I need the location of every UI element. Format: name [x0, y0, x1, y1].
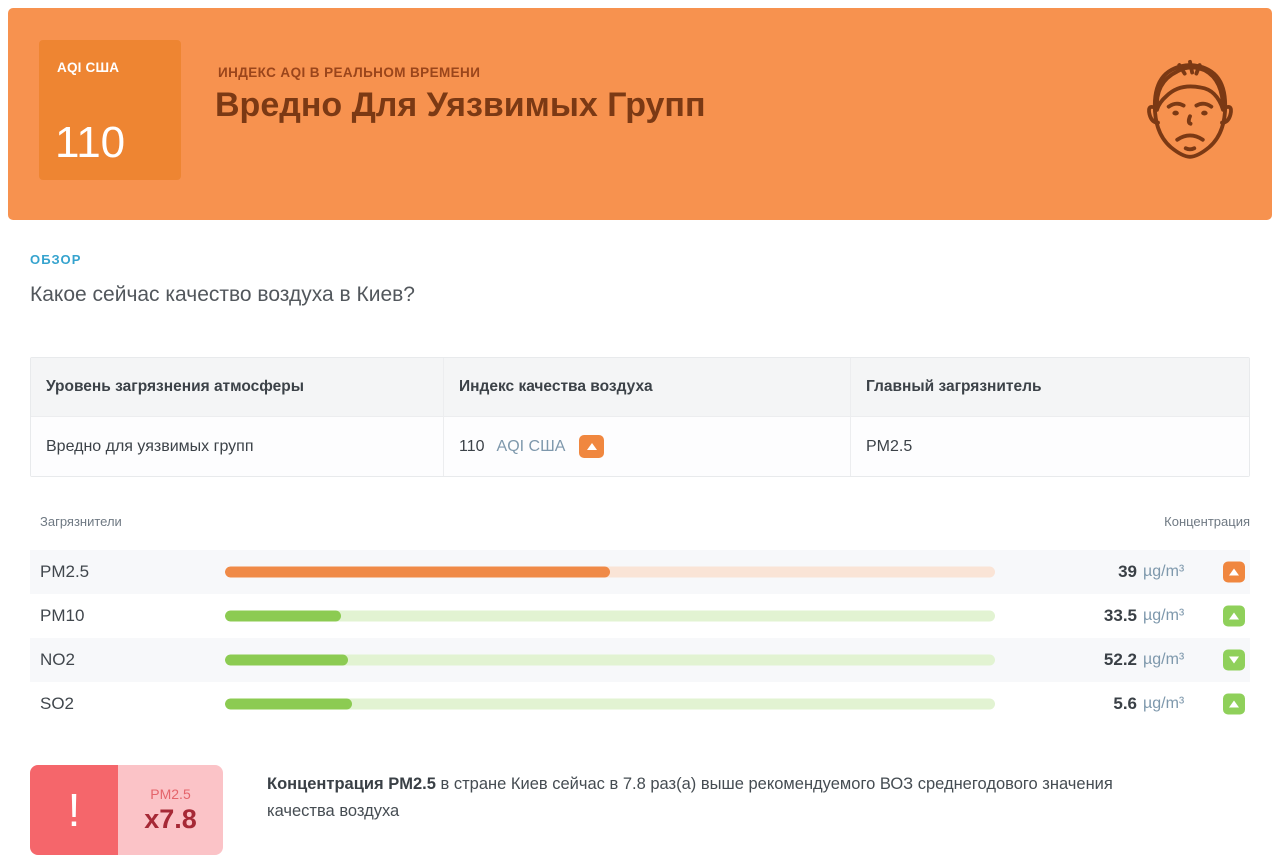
column-header-main-pollutant: Главный загрязнитель [850, 358, 1249, 416]
pollutant-bar-track [225, 698, 995, 710]
pollutant-trend-badge [1223, 605, 1245, 627]
pollutant-row: PM2.5 39 µg/m³ [30, 550, 1250, 594]
pollutant-bar-track [225, 566, 995, 578]
main-pollutant-value: PM2.5 [850, 417, 1249, 476]
exceedance-multiplier-box: PM2.5 x7.8 [118, 765, 223, 855]
realtime-aqi-label: ИНДЕКС AQI В РЕАЛЬНОМ ВРЕМЕНИ [218, 65, 481, 80]
aqi-cell: 110 AQI США [443, 417, 850, 476]
pollutant-row: PM10 33.5 µg/m³ [30, 594, 1250, 638]
aqi-summary-table: Уровень загрязнения атмосферы Индекс кач… [30, 357, 1250, 477]
pollutant-trend-badge [1223, 649, 1245, 671]
aqi-standard-label: AQI США [57, 60, 120, 75]
pollutant-name: NO2 [40, 650, 75, 669]
aqi-value: 110 [55, 118, 126, 167]
pollutant-value: 39 [1118, 562, 1137, 581]
who-alert-text-bold: Концентрация PM2.5 [267, 775, 436, 793]
summary-table-header-row: Уровень загрязнения атмосферы Индекс кач… [31, 358, 1249, 417]
pollutant-bar-fill [225, 654, 349, 666]
who-alert-text: Концентрация PM2.5 в стране Киев сейчас … [267, 771, 1185, 855]
aqi-score-badge: AQI США 110 [39, 40, 181, 180]
air-quality-status-title: Вредно Для Уязвимых Групп [215, 86, 706, 124]
pollutant-bar-fill [225, 698, 353, 710]
pollutant-value: 52.2 [1103, 650, 1137, 669]
who-alert-text-rest: в стране Киев сейчас в 7.8 раз(а) выше р… [267, 775, 1113, 820]
aqi-cell-value: 110 [459, 437, 485, 455]
pollutant-unit: µg/m³ [1143, 651, 1185, 668]
column-header-pollution-level: Уровень загрязнения атмосферы [46, 378, 304, 395]
aqi-header-banner: AQI США 110 ИНДЕКС AQI В РЕАЛЬНОМ ВРЕМЕН… [8, 8, 1272, 220]
who-exceedance-alert: ! PM2.5 x7.8 Концентрация PM2.5 в стране… [30, 765, 1185, 855]
exceedance-multiplier: x7.8 [144, 803, 197, 834]
pollutant-row: SO2 5.6 µg/m³ [30, 682, 1250, 726]
pollutant-value: 5.6 [1113, 694, 1137, 713]
pollutant-unit: µg/m³ [1143, 607, 1185, 624]
pollutant-bar-fill [225, 566, 610, 578]
page-title: Какое сейчас качество воздуха в Киев? [30, 283, 415, 306]
pollutant-value: 33.5 [1103, 606, 1137, 625]
pollutant-name: SO2 [40, 694, 75, 713]
pollutant-trend-badge [1223, 561, 1245, 583]
pollutant-trend-badge [1223, 693, 1245, 715]
concentration-column-label: Концентрация [1164, 514, 1250, 529]
pollutant-name: PM2.5 [40, 562, 90, 581]
aqi-standard-link[interactable]: AQI США [496, 437, 566, 455]
pollutants-column-label: Загрязнители [40, 514, 122, 529]
pollutant-bar-track [225, 654, 995, 666]
pollutants-list-header: Концентрация Загрязнители [30, 514, 1250, 529]
pollutant-name: PM10 [40, 606, 85, 625]
column-header-aqi: Индекс качества воздуха [443, 358, 850, 416]
summary-table-data-row: Вредно для уязвимых групп 110 AQI США PM… [31, 417, 1249, 476]
pollutant-unit: µg/m³ [1143, 695, 1185, 712]
sad-face-icon [1126, 36, 1254, 188]
pollutant-bar-track [225, 610, 995, 622]
aqi-trend-badge [579, 435, 605, 458]
alert-pollutant-label: PM2.5 [150, 785, 191, 802]
exclamation-icon: ! [30, 765, 118, 855]
pollutant-row: NO2 52.2 µg/m³ [30, 638, 1250, 682]
pollutant-bar-fill [225, 610, 341, 622]
pollution-level-value: Вредно для уязвимых групп [46, 437, 254, 455]
pollutants-list: PM2.5 39 µg/m³ PM10 33.5 µg/m³ NO2 52.2 … [30, 550, 1250, 726]
pollutant-unit: µg/m³ [1143, 563, 1185, 580]
overview-tab[interactable]: ОБЗОР [30, 252, 82, 267]
